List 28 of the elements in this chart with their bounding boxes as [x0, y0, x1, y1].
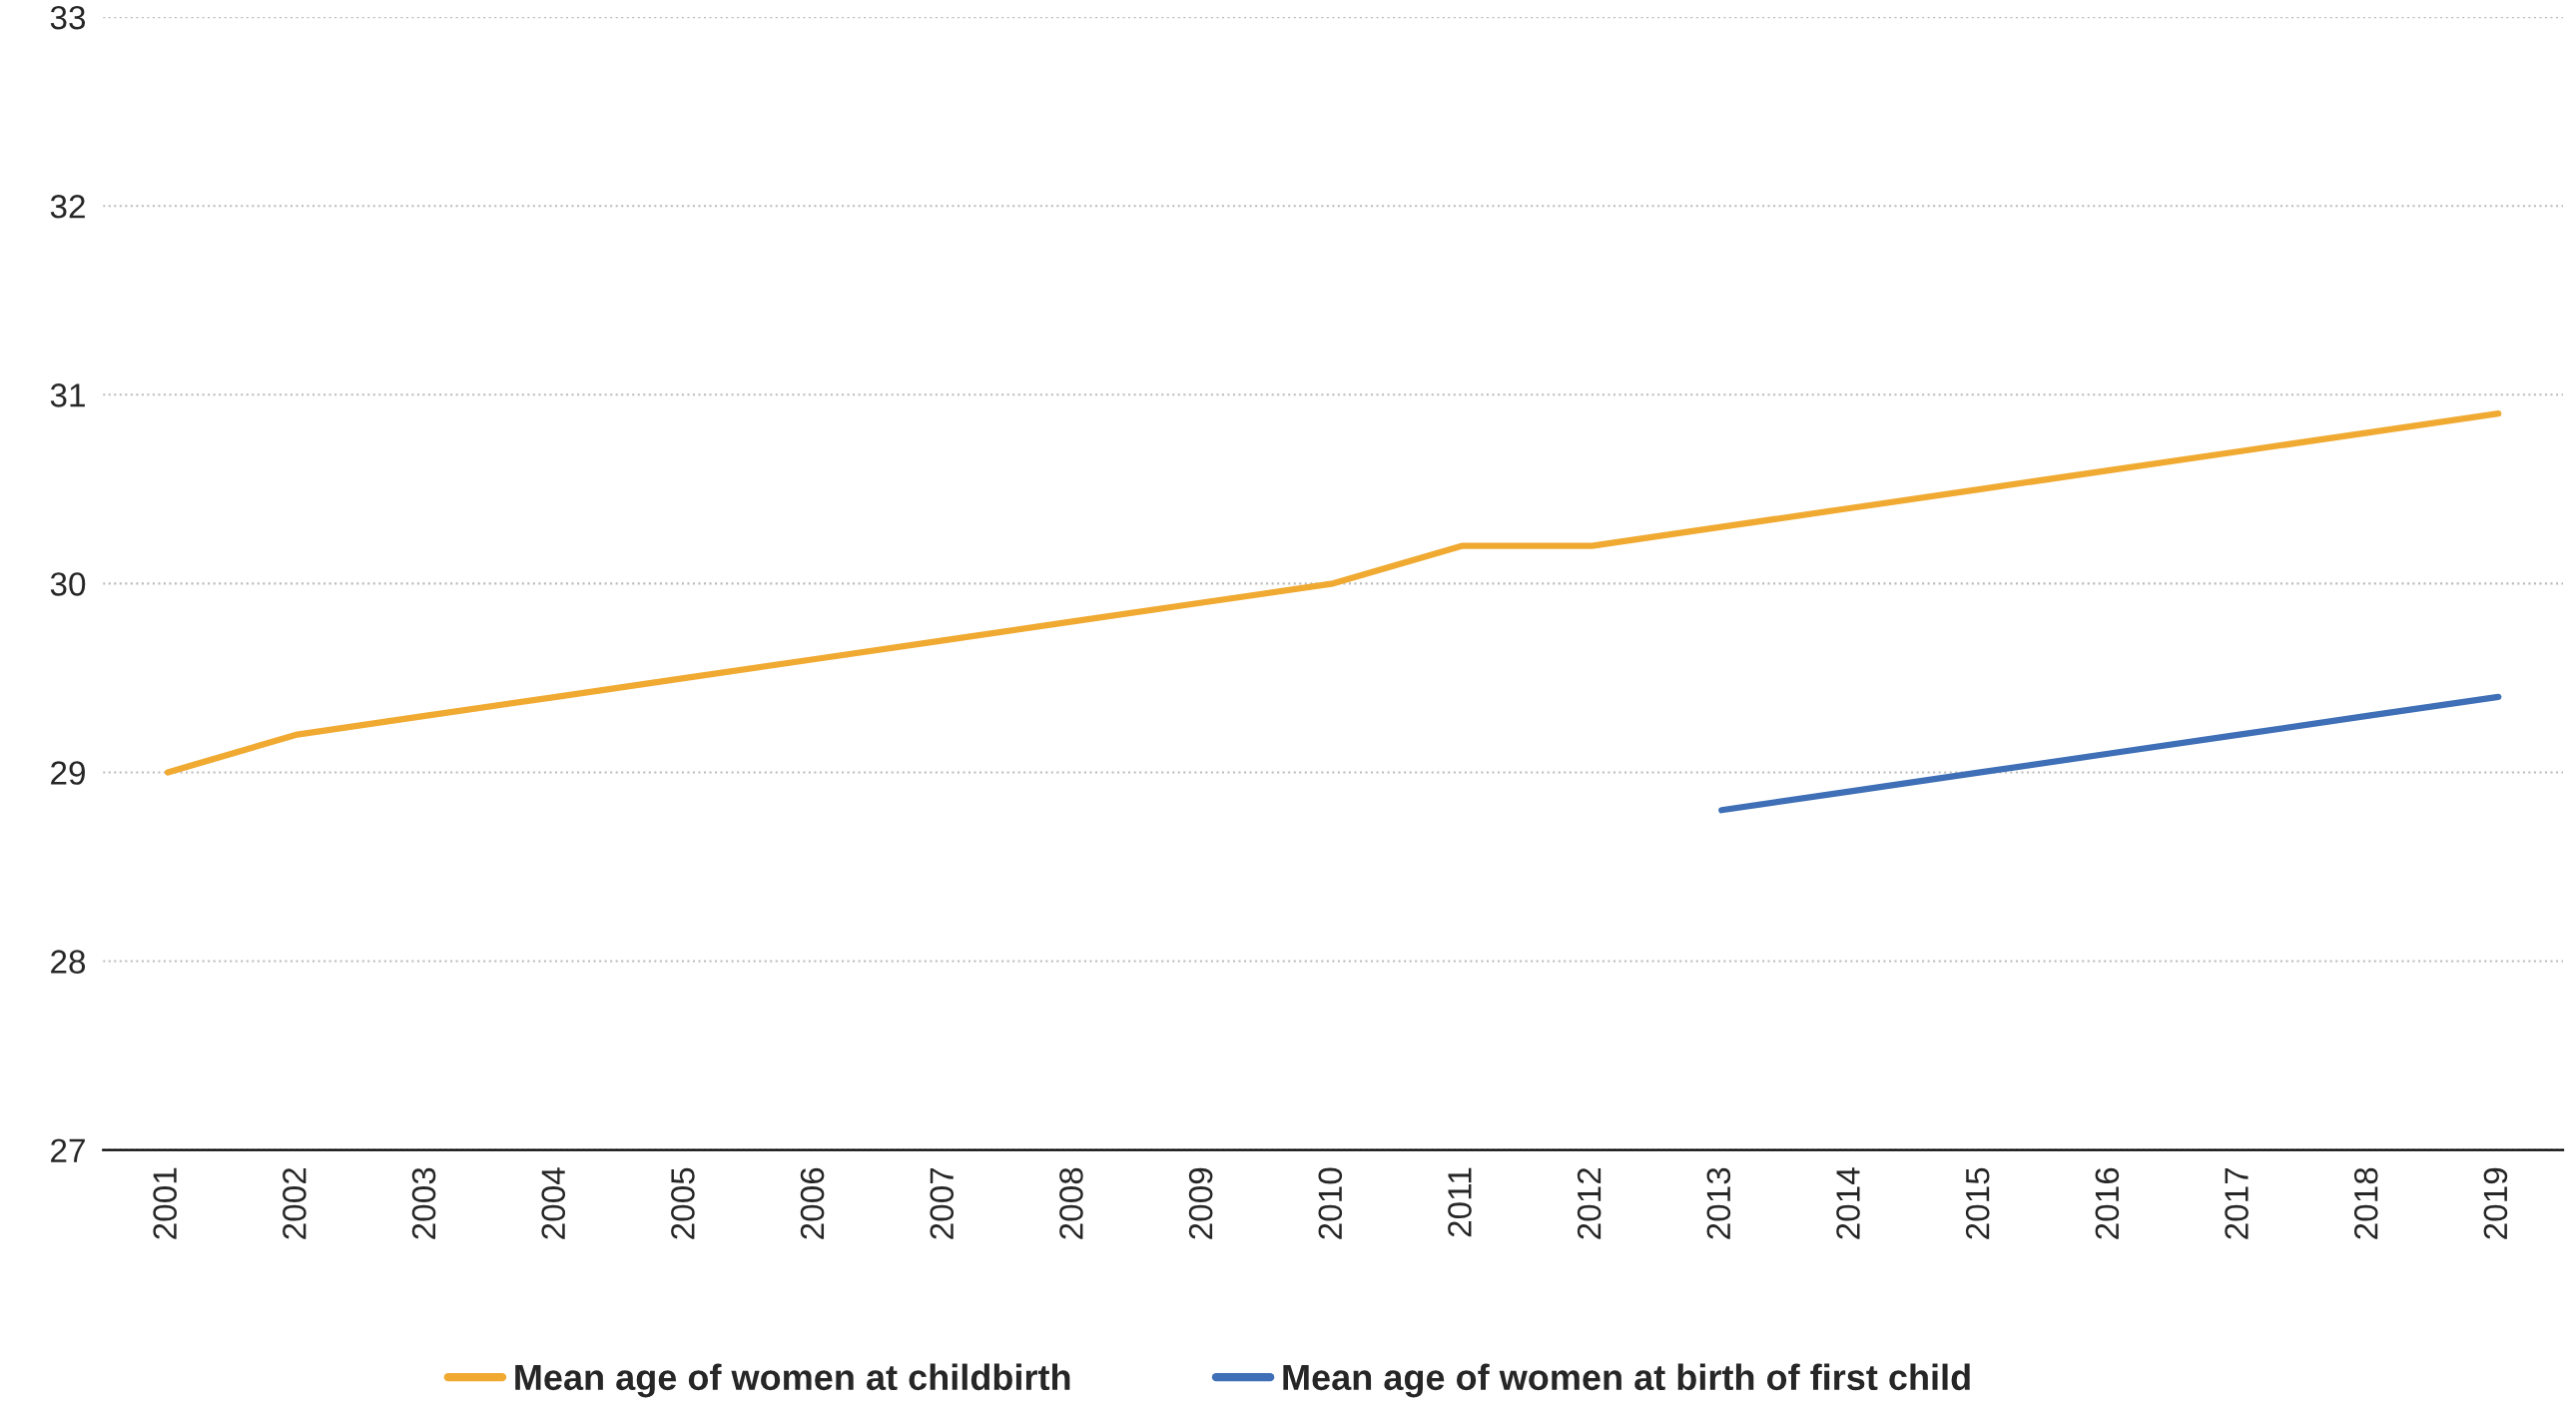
x-tick-label: 2004 — [541, 1167, 566, 1239]
y-tick-label: 33 — [50, 5, 86, 30]
x-tick-label: 2008 — [1059, 1167, 1083, 1239]
x-tick-label: 2018 — [2353, 1167, 2378, 1239]
x-tick-label: 2002 — [283, 1167, 307, 1239]
x-tick-label: 2014 — [1836, 1167, 1860, 1239]
legend-label: Mean age of women at birth of first child — [1283, 1363, 1970, 1398]
x-tick-label: 2015 — [1965, 1167, 1990, 1239]
x-tick-label: 2003 — [411, 1167, 436, 1239]
x-tick-label: 2017 — [2225, 1167, 2249, 1239]
y-tick-label: 32 — [50, 195, 85, 219]
y-tick-label: 27 — [51, 1138, 85, 1162]
x-tick-label: 2012 — [1577, 1167, 1602, 1239]
legend-label: Mean age of women at childbirth — [515, 1363, 1070, 1398]
x-tick-label: 2016 — [2095, 1167, 2120, 1239]
x-tick-label: 2006 — [800, 1167, 825, 1239]
x-tick-label: 2001 — [153, 1167, 177, 1239]
x-tick-label: 2019 — [2483, 1167, 2508, 1239]
x-tick-label: 2013 — [1706, 1167, 1731, 1239]
x-tick-label: 2010 — [1318, 1167, 1343, 1239]
x-tick-label: 2009 — [1188, 1167, 1213, 1239]
x-tick-label: 2011 — [1448, 1167, 1472, 1237]
x-tick-label: 2005 — [671, 1167, 695, 1239]
x-tick-label: 2007 — [930, 1167, 955, 1239]
y-tick-label: 30 — [50, 572, 86, 596]
y-tick-label: 29 — [51, 761, 85, 785]
y-tick-label: 31 — [50, 383, 85, 407]
y-tick-label: 28 — [51, 950, 86, 974]
